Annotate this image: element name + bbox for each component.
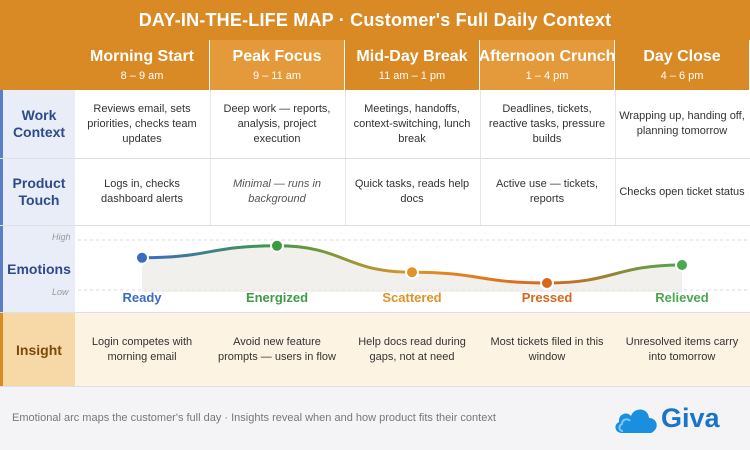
row-label-emotions: Emotions	[0, 226, 75, 312]
row-divider	[0, 225, 750, 226]
insight-cell: Avoid new feature prompts — users in flo…	[218, 335, 336, 363]
emotion-point-pressed	[540, 276, 554, 290]
emotion-point-relieved	[675, 258, 689, 272]
footer: Emotional arc maps the customer's full d…	[0, 386, 750, 450]
column-divider	[615, 90, 616, 225]
stage-name: Afternoon Crunch	[478, 48, 616, 65]
stage-name: Peak Focus	[232, 48, 322, 65]
axis-label-high: High	[52, 232, 71, 242]
work-context-cell: Reviews email, sets priorities, checks t…	[87, 102, 197, 145]
insight-row-background	[75, 313, 750, 386]
stage-name: Day Close	[643, 48, 721, 65]
row-label-insight: Insight	[0, 313, 75, 386]
stage-header-peak-focus: Peak Focus 9 – 11 am	[210, 40, 344, 90]
stage-time: 11 am – 1 pm	[378, 70, 446, 82]
cloud-logo-icon	[615, 409, 657, 433]
stage-header-morning-start: Morning Start 8 – 9 am	[75, 40, 209, 90]
stage-header-row: Morning Start 8 – 9 am Peak Focus 9 – 11…	[0, 40, 750, 90]
column-divider	[480, 90, 481, 225]
insight-cell: Help docs read during gaps, not at need	[358, 335, 466, 363]
header-corner	[0, 40, 75, 90]
emotion-area	[142, 245, 682, 292]
stage-header-afternoon-crunch: Afternoon Crunch 1 – 4 pm	[478, 40, 616, 90]
row-label-product-touch: Product Touch	[0, 159, 75, 225]
product-touch-cell: Active use — tickets, reports	[495, 178, 599, 205]
row-divider	[0, 158, 750, 159]
logo-wordmark: Giva	[661, 403, 720, 433]
stage-time: 9 – 11 am	[252, 70, 302, 82]
work-context-cell: Meetings, handoffs, context-switching, l…	[353, 102, 471, 145]
work-context-cell: Deadlines, tickets, reactive tasks, pres…	[488, 102, 606, 145]
stage-time: 8 – 9 am	[120, 70, 164, 82]
stage-header-day-close: Day Close 4 – 6 pm	[615, 40, 749, 90]
product-touch-cell: Minimal — runs in background	[232, 178, 322, 205]
emotion-label-pressed: Pressed	[521, 290, 573, 305]
column-divider	[210, 90, 211, 225]
work-context-cell: Wrapping up, handing off, planning tomor…	[619, 110, 745, 137]
insight-cell: Login competes with morning email	[91, 335, 193, 363]
emotion-label-scattered: Scattered	[382, 290, 442, 305]
row-divider	[0, 312, 750, 313]
product-touch-cell: Logs in, checks dashboard alerts	[101, 178, 183, 205]
product-touch-cell: Quick tasks, reads help docs	[354, 178, 470, 205]
emotion-label-energized: Energized	[245, 290, 309, 305]
giva-logo[interactable]: Giva	[612, 401, 742, 441]
emotion-point-scattered	[405, 265, 419, 280]
stage-name: Mid-Day Break	[356, 48, 468, 65]
column-divider	[345, 90, 346, 225]
stage-header-mid-day-break: Mid-Day Break 11 am – 1 pm	[345, 40, 479, 90]
emotion-point-ready	[135, 250, 149, 265]
product-touch-cell: Checks open ticket status	[619, 185, 745, 198]
emotion-label-ready: Ready	[122, 290, 162, 305]
footer-caption: Emotional arc maps the customer's full d…	[12, 412, 496, 424]
row-label-work-context: Work Context	[0, 90, 75, 158]
work-context-cell: Deep work — reports, analysis, project e…	[223, 102, 331, 145]
emotion-point-energized	[270, 238, 284, 253]
insight-cell: Unresolved items carry into tomorrow	[625, 335, 739, 363]
emotion-label-relieved: Relieved	[655, 290, 709, 305]
stage-time: 1 – 4 pm	[525, 70, 569, 82]
stage-time: 4 – 6 pm	[660, 70, 704, 82]
insight-cell: Most tickets filed in this window	[490, 335, 604, 363]
stage-name: Morning Start	[90, 48, 194, 65]
page-title: DAY-IN-THE-LIFE MAP · Customer's Full Da…	[0, 0, 750, 40]
axis-label-low: Low	[52, 287, 69, 297]
